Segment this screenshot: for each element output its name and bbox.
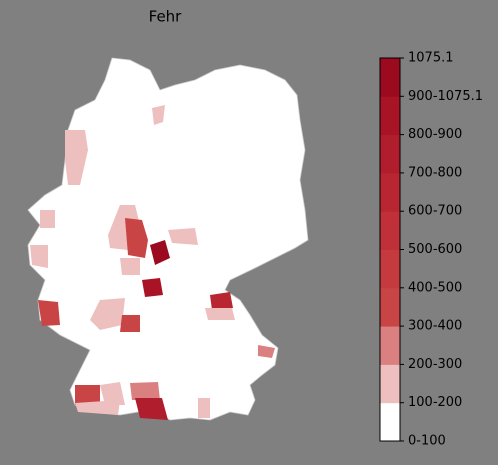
- region: [205, 308, 235, 320]
- region: [142, 278, 163, 297]
- colorbar-segment: [380, 134, 400, 174]
- region: [40, 210, 55, 228]
- colorbar-segment: [380, 287, 400, 327]
- region: [65, 130, 88, 185]
- region: [125, 218, 148, 258]
- region: [30, 245, 48, 268]
- colorbar-segment: [380, 402, 400, 442]
- colorbar-label: 500-600: [408, 242, 462, 257]
- colorbar-segment: [380, 249, 400, 289]
- region: [135, 398, 168, 420]
- region: [38, 300, 60, 326]
- region: [168, 228, 198, 245]
- region: [120, 315, 140, 332]
- region: [90, 298, 125, 330]
- region: [210, 292, 233, 310]
- region: [152, 105, 165, 125]
- country-outline: [27, 57, 309, 421]
- region: [120, 258, 140, 275]
- region: [150, 240, 170, 265]
- region: [75, 385, 100, 405]
- colorbar-label: 0-100: [408, 434, 446, 449]
- colorbar-label: 600-700: [408, 204, 462, 219]
- colorbar-label: 1075.1: [408, 51, 454, 66]
- colorbar-label: 800-900: [408, 127, 462, 142]
- colorbar-segment: [380, 58, 400, 97]
- colorbar-label: 400-500: [408, 280, 462, 295]
- region: [100, 382, 125, 405]
- map-title: Fehr: [149, 8, 183, 26]
- colorbar-segment: [380, 211, 400, 250]
- colorbar-segment: [380, 96, 400, 136]
- colorbar-label: 300-400: [408, 319, 462, 334]
- colorbar-label: 700-800: [408, 165, 462, 180]
- colorbar-segment: [380, 326, 400, 365]
- colorbar-label: 900-1075.1: [408, 89, 483, 104]
- region: [258, 345, 275, 358]
- region: [130, 382, 160, 400]
- colorbar: 0-100 100-200 200-300 300-400 400-500 500-600…: [379, 51, 483, 449]
- germany-map: [27, 57, 309, 421]
- region: [198, 398, 210, 418]
- colorbar-label: 200-300: [408, 357, 462, 372]
- colorbar-segment: [380, 364, 400, 404]
- colorbar-segment: [380, 172, 400, 212]
- colorbar-label: 100-200: [408, 395, 462, 410]
